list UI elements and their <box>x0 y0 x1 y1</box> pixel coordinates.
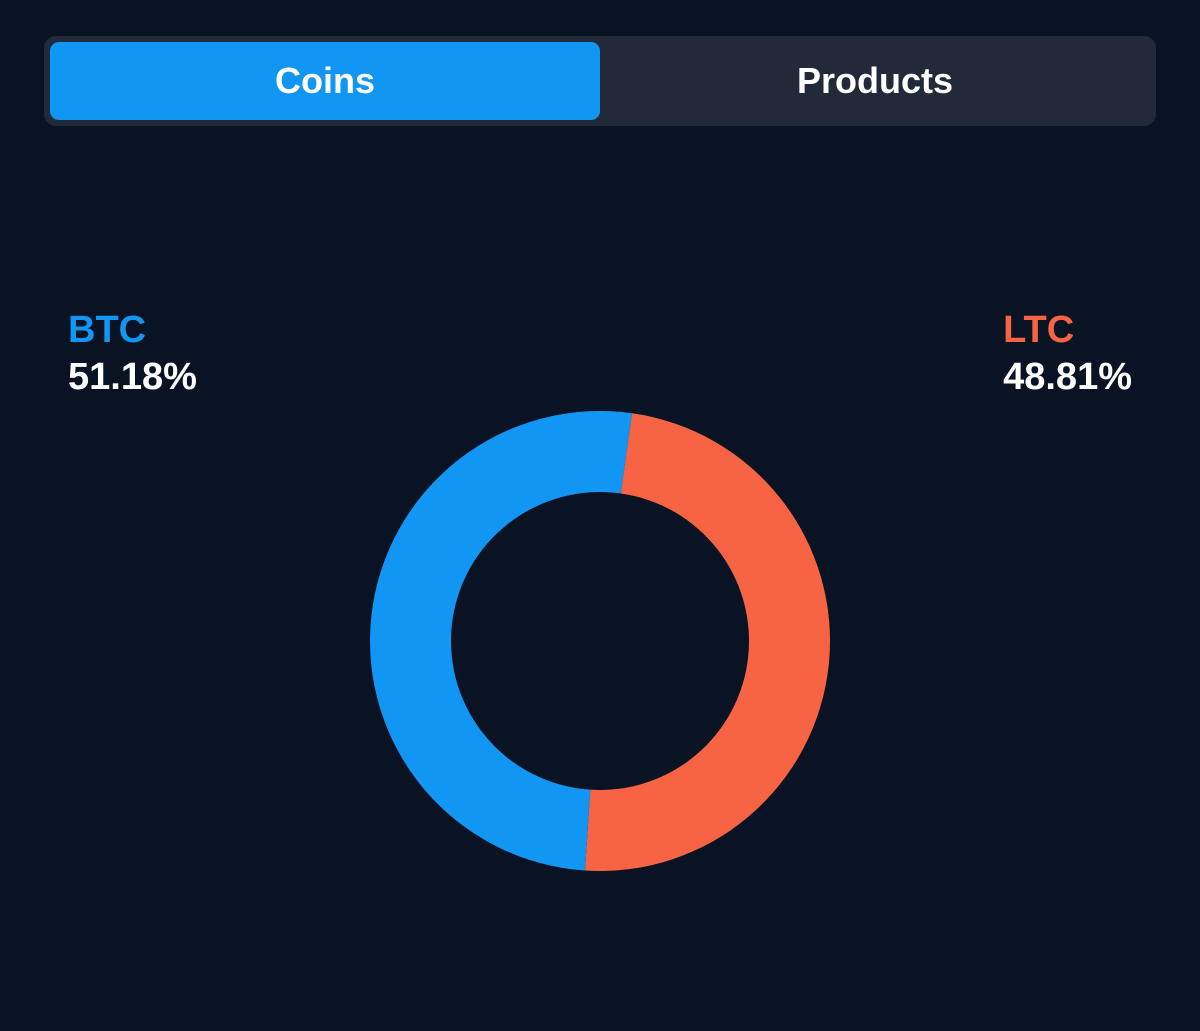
tab-products[interactable]: Products <box>796 60 954 101</box>
legend-ltc-percent: 48.81% <box>1003 356 1132 398</box>
donut-slice-ltc[interactable] <box>585 413 830 871</box>
legend-btc-percent: 51.18% <box>68 356 197 398</box>
legend-btc: BTC 51.18% <box>68 308 197 402</box>
tab-switcher: Coins Products <box>44 36 1156 126</box>
legend-ltc-name: LTC <box>1003 309 1075 351</box>
donut-slice-btc[interactable] <box>369 410 633 871</box>
tab-coins[interactable]: Coins <box>50 42 600 120</box>
legend-btc-name: BTC <box>68 309 147 351</box>
legend-ltc: LTC 48.81% <box>1003 308 1132 402</box>
